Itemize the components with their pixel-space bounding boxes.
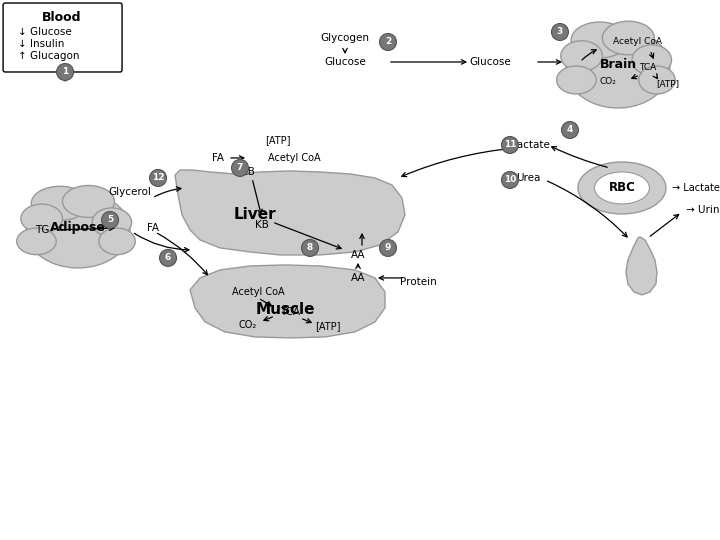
- Ellipse shape: [31, 186, 89, 220]
- Text: CO₂: CO₂: [600, 77, 616, 86]
- Text: 9: 9: [384, 244, 391, 252]
- Circle shape: [232, 159, 248, 177]
- Text: Lactate: Lactate: [510, 140, 549, 150]
- Circle shape: [379, 239, 397, 256]
- Text: 4: 4: [567, 125, 573, 134]
- Circle shape: [302, 239, 318, 256]
- Circle shape: [57, 64, 73, 80]
- Text: ↓ Insulin: ↓ Insulin: [18, 39, 65, 49]
- Text: FA: FA: [212, 153, 224, 163]
- Text: 2: 2: [385, 37, 391, 46]
- Circle shape: [160, 249, 176, 266]
- Text: CO₂: CO₂: [239, 320, 257, 330]
- Text: Tissue interrelationships during fasting.  1. Blood glucose levels drop, decreas: Tissue interrelationships during fasting…: [6, 356, 586, 483]
- Circle shape: [150, 170, 166, 186]
- Text: ↓ Glucose: ↓ Glucose: [18, 27, 72, 37]
- Text: Liver: Liver: [234, 207, 276, 222]
- Ellipse shape: [21, 204, 63, 233]
- Circle shape: [562, 122, 578, 138]
- Ellipse shape: [561, 41, 603, 71]
- Text: Urea: Urea: [516, 173, 540, 183]
- Text: → Lactate: → Lactate: [672, 183, 720, 193]
- Text: [ATP]: [ATP]: [265, 135, 291, 145]
- Circle shape: [379, 33, 397, 50]
- Ellipse shape: [26, 192, 130, 268]
- Ellipse shape: [632, 45, 672, 75]
- FancyBboxPatch shape: [3, 3, 122, 72]
- Text: Glycogen: Glycogen: [320, 33, 369, 43]
- Text: AA: AA: [351, 273, 365, 283]
- Text: [ATP]: [ATP]: [315, 321, 341, 331]
- Text: TG: TG: [35, 225, 49, 235]
- Text: 7: 7: [237, 164, 243, 172]
- Text: Brain: Brain: [599, 58, 636, 71]
- Circle shape: [102, 212, 119, 228]
- Text: Acetyl CoA: Acetyl CoA: [232, 287, 284, 297]
- Polygon shape: [626, 237, 657, 295]
- Text: Protein: Protein: [400, 277, 436, 287]
- Ellipse shape: [639, 66, 675, 94]
- Polygon shape: [175, 170, 405, 255]
- Text: TCA: TCA: [280, 307, 300, 317]
- Text: 1: 1: [62, 68, 68, 77]
- Ellipse shape: [17, 228, 56, 255]
- Text: Glucose: Glucose: [469, 57, 511, 67]
- Text: 12: 12: [152, 173, 164, 183]
- Text: RBC: RBC: [608, 181, 635, 194]
- Text: KB: KB: [241, 167, 255, 177]
- Ellipse shape: [603, 21, 654, 55]
- Text: 6: 6: [165, 253, 171, 262]
- Text: → Urine: → Urine: [686, 205, 720, 215]
- Text: Glycerol: Glycerol: [109, 187, 151, 197]
- Text: Adipose: Adipose: [50, 221, 106, 234]
- Text: AA: AA: [351, 250, 365, 260]
- Circle shape: [552, 24, 569, 40]
- Text: Glucose: Glucose: [324, 57, 366, 67]
- Text: [ATP]: [ATP]: [657, 79, 680, 89]
- Ellipse shape: [578, 162, 666, 214]
- Ellipse shape: [92, 208, 132, 237]
- Text: 8: 8: [307, 244, 313, 252]
- Text: Blood: Blood: [42, 11, 82, 24]
- Ellipse shape: [571, 22, 629, 58]
- Text: KB: KB: [255, 220, 269, 230]
- Text: Acetyl CoA: Acetyl CoA: [268, 153, 320, 163]
- Text: TCA: TCA: [639, 64, 657, 72]
- Text: 3: 3: [557, 28, 563, 37]
- Text: 11: 11: [504, 140, 516, 150]
- Text: 10: 10: [504, 176, 516, 185]
- Circle shape: [501, 137, 518, 153]
- Circle shape: [501, 172, 518, 188]
- Ellipse shape: [566, 28, 670, 108]
- Text: ↑ Glucagon: ↑ Glucagon: [18, 51, 80, 61]
- Ellipse shape: [63, 186, 114, 218]
- Ellipse shape: [595, 172, 649, 204]
- Text: Muscle: Muscle: [256, 302, 315, 318]
- Text: 5: 5: [107, 215, 113, 225]
- Ellipse shape: [99, 228, 135, 255]
- Text: FA: FA: [147, 223, 159, 233]
- Ellipse shape: [557, 66, 596, 94]
- Text: Acetyl CoA: Acetyl CoA: [613, 37, 662, 46]
- Polygon shape: [190, 265, 385, 338]
